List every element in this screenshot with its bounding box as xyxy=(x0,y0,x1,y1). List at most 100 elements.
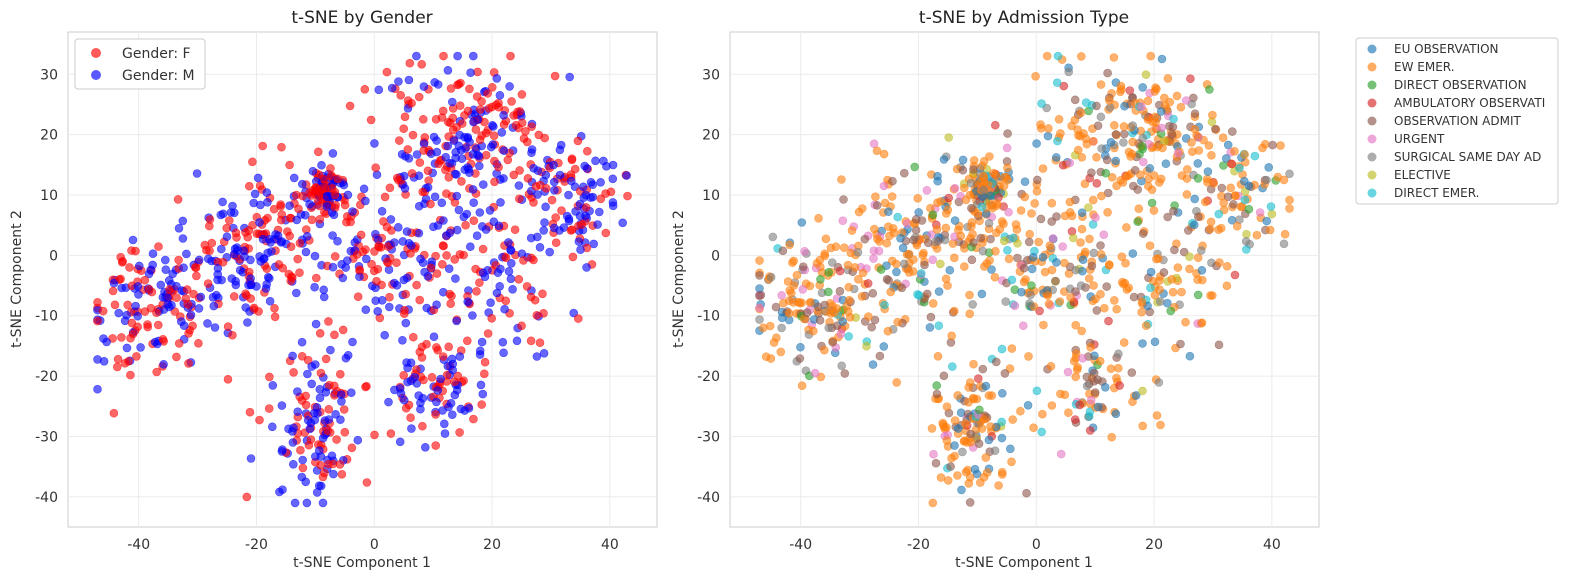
scatter-point xyxy=(475,278,484,288)
scatter-point xyxy=(245,407,255,417)
scatter-point xyxy=(1065,158,1075,168)
scatter-point xyxy=(445,228,455,238)
scatter-point xyxy=(339,180,349,190)
scatter-point xyxy=(506,51,515,61)
scatter-point xyxy=(577,220,587,229)
scatter-point xyxy=(289,368,298,377)
scatter-point xyxy=(414,228,424,238)
scatter-point xyxy=(477,97,486,106)
scatter-point xyxy=(445,158,455,168)
scatter-point xyxy=(1128,397,1137,407)
y-tick-label: 0 xyxy=(49,248,58,264)
scatter-point xyxy=(827,258,837,267)
scatter-point xyxy=(1106,138,1116,147)
scatter-point xyxy=(356,230,366,240)
scatter-point xyxy=(1071,372,1080,382)
scatter-point xyxy=(944,193,954,203)
scatter-point xyxy=(361,254,371,264)
scatter-point xyxy=(405,58,415,68)
scatter-point xyxy=(564,190,573,200)
scatter-point xyxy=(1027,264,1037,274)
scatter-point xyxy=(835,286,845,296)
scatter-point xyxy=(393,223,403,232)
scatter-point xyxy=(416,404,425,414)
scatter-point xyxy=(128,329,138,339)
scatter-point xyxy=(961,195,971,205)
scatter-point xyxy=(1228,127,1237,136)
scatter-point xyxy=(1143,96,1153,106)
scatter-point xyxy=(566,176,576,186)
scatter-point xyxy=(874,246,884,256)
scatter-point xyxy=(352,250,362,259)
scatter-point xyxy=(892,378,902,387)
scatter-point xyxy=(475,346,485,356)
scatter-point xyxy=(179,321,189,331)
scatter-point xyxy=(258,141,268,151)
scatter-point xyxy=(526,292,536,302)
scatter-point xyxy=(1000,173,1009,182)
scatter-point xyxy=(1029,423,1038,433)
scatter-point xyxy=(947,331,957,341)
scatter-point xyxy=(277,142,286,152)
scatter-point xyxy=(1222,154,1231,163)
scatter-point xyxy=(298,191,307,201)
scatter-point xyxy=(1240,150,1249,159)
scatter-point xyxy=(596,178,605,187)
scatter-point xyxy=(476,380,486,390)
scatter-point xyxy=(386,429,396,438)
scatter-point xyxy=(1242,245,1251,254)
scatter-point xyxy=(517,321,526,331)
scatter-point xyxy=(883,326,893,336)
scatter-point xyxy=(1089,136,1098,146)
scatter-point xyxy=(382,257,392,267)
scatter-point xyxy=(1146,51,1155,61)
scatter-point xyxy=(581,190,591,200)
scatter-point xyxy=(489,217,499,226)
scatter-point xyxy=(981,381,991,391)
scatter-point xyxy=(979,171,988,181)
scatter-point xyxy=(1138,421,1147,431)
scatter-point xyxy=(298,455,308,465)
scatter-point xyxy=(434,159,443,169)
y-tick-label: 20 xyxy=(40,128,58,144)
scatter-point xyxy=(777,290,787,300)
scatter-point xyxy=(402,227,412,236)
scatter-point xyxy=(1193,174,1203,183)
scatter-point xyxy=(1032,186,1042,196)
scatter-point xyxy=(540,218,549,227)
scatter-point xyxy=(837,175,846,184)
scatter-point xyxy=(1027,281,1036,290)
scatter-point xyxy=(956,231,966,241)
scatter-point xyxy=(465,168,474,177)
scatter-point xyxy=(439,51,448,61)
scatter-point xyxy=(327,184,337,193)
scatter-point xyxy=(887,256,897,266)
scatter-point xyxy=(1127,149,1137,159)
scatter-point xyxy=(997,417,1007,427)
scatter-point xyxy=(311,319,321,329)
scatter-point xyxy=(1097,144,1106,153)
scatter-point xyxy=(1008,233,1018,243)
scatter-point xyxy=(122,310,131,320)
scatter-point xyxy=(1122,172,1131,181)
scatter-point xyxy=(1150,337,1160,347)
scatter-point xyxy=(1206,217,1216,227)
scatter-point xyxy=(430,192,440,202)
scatter-point xyxy=(408,130,418,140)
scatter-point xyxy=(1005,444,1015,454)
scatter-point xyxy=(447,410,457,420)
scatter-point xyxy=(805,298,815,307)
scatter-point xyxy=(250,189,260,199)
scatter-point xyxy=(1099,230,1109,239)
legend-label: ELECTIVE xyxy=(1394,168,1451,182)
scatter-point xyxy=(423,271,433,281)
scatter-point xyxy=(504,266,514,276)
scatter-point xyxy=(1027,209,1036,218)
scatter-point xyxy=(953,471,962,480)
scatter-point xyxy=(928,498,938,508)
scatter-point xyxy=(488,122,498,131)
scatter-point xyxy=(1082,372,1092,382)
scatter-point xyxy=(455,101,465,110)
scatter-point xyxy=(1240,195,1250,205)
scatter-point xyxy=(297,351,307,361)
